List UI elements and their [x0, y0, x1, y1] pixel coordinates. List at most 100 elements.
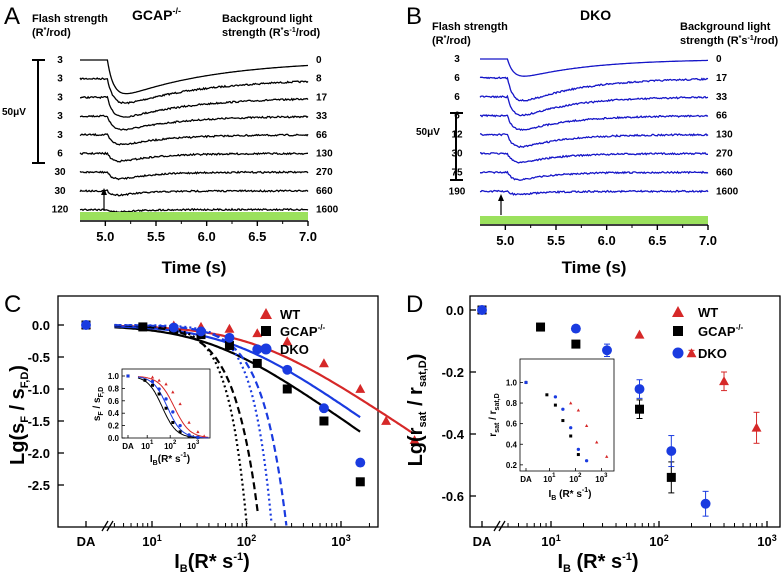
c-x-tick-label-0: DA — [77, 534, 96, 549]
c-inset-point-wt-2 — [157, 378, 161, 382]
x-tick-label-a-4: 7.0 — [299, 229, 317, 244]
legend-c-dko-label: DKO — [280, 342, 309, 357]
flash-label-a-5: 3 — [57, 130, 63, 141]
d-inset-point-gcap-4 — [569, 434, 573, 438]
c-inset-x-tick-label-3: 103 — [187, 440, 200, 451]
d-inset-x-tick-label-0: DA — [520, 475, 532, 484]
c-inset-x-tick-label-1: 101 — [141, 440, 154, 451]
panel-letter-c: C — [4, 291, 21, 318]
legend-c-gcap-marker — [261, 326, 271, 336]
d-point-gcap-2 — [571, 339, 581, 349]
panel-b-xlabel: Time (s) — [562, 258, 627, 277]
d-inset-y-tick-label-4: 0.2 — [506, 461, 518, 470]
c-inset-point-wt-3 — [164, 382, 168, 386]
flash-label-b-3: 6 — [454, 92, 460, 103]
d-inset-y-tick-label-2: 0.6 — [506, 420, 518, 429]
d-inset-point-dko-1 — [553, 395, 558, 399]
x-tick-label-a-2: 6.0 — [198, 229, 216, 244]
c-point-gcap-5 — [252, 358, 262, 368]
c-inset-point-dko-2 — [157, 387, 161, 391]
c-inset-point-dko-1 — [150, 379, 155, 384]
c-y-tick-label-1: -0.5 — [28, 350, 50, 365]
c-point-gcap-7 — [319, 416, 329, 426]
panel-d-plot-frame — [469, 295, 781, 528]
panel-b-bg-header: Background light — [680, 21, 771, 33]
c-point-dko-4 — [252, 344, 263, 355]
bg-label-b-2: 17 — [716, 73, 728, 84]
flash-label-a-7: 30 — [54, 167, 66, 178]
c-inset-point-gcap-4 — [164, 406, 168, 410]
d-point-gcap-1 — [536, 322, 546, 332]
d-y-tick-label-1: -0.2 — [442, 365, 464, 380]
legend-d-dko-label: DKO — [698, 346, 727, 361]
trace-a-2 — [79, 77, 309, 105]
d-inset-point-wt-5 — [605, 454, 609, 458]
bg-label-b-1: 0 — [716, 54, 722, 65]
d-inset-point-wt-4 — [595, 440, 599, 444]
trace-a-9 — [79, 207, 309, 214]
panel-a-traces — [79, 59, 309, 214]
trace-a-3 — [79, 95, 309, 118]
panel-d-legend: WT GCAP-/- DKO — [672, 305, 743, 361]
x-tick-label-b-3: 6.5 — [648, 233, 666, 248]
bg-label-b-7: 660 — [716, 167, 733, 178]
panel-b-flash-unit: (R*/rod) — [432, 35, 471, 47]
panel-c-xlabel: IB(R* s-1) — [174, 551, 250, 575]
panel-b-stimulus-bar — [480, 216, 708, 224]
trace-a-4 — [79, 114, 309, 131]
flash-label-b-1: 3 — [454, 54, 460, 65]
c-point-wt-9 — [409, 435, 420, 445]
d-point-dko-3 — [634, 384, 645, 394]
c-point-dko-1 — [168, 322, 179, 333]
panel-b-flash-header: Flash strength — [432, 21, 508, 33]
bg-label-a-8: 660 — [316, 186, 333, 197]
flash-label-b-5: 12 — [451, 130, 463, 141]
bg-label-a-4: 33 — [316, 111, 328, 122]
legend-c-gcap-label: GCAP-/- — [280, 323, 325, 339]
c-inset-x-tick-label-2: 102 — [164, 440, 177, 451]
c-inset-curve-wt — [137, 376, 209, 438]
c-y-tick-label-5: -2.5 — [28, 478, 50, 493]
c-inset-point-dko-4 — [171, 410, 175, 414]
fit-curve-gcap — [114, 326, 361, 433]
legend-d-gcap-marker — [673, 326, 683, 336]
panel-b-x-axis: 5.0 5.5 6.0 6.5 7.0 — [480, 224, 717, 248]
d-point-dko-5 — [700, 498, 711, 509]
panel-a-x-axis: 5.0 5.5 6.0 6.5 7.0 — [80, 220, 317, 244]
trace-b-8 — [479, 189, 709, 196]
d-inset-point-wt-3 — [584, 424, 589, 427]
c-inset-point-dko-5 — [178, 423, 182, 428]
x-tick-label-a-3: 6.5 — [248, 229, 266, 244]
c-inset-point-wt-5 — [178, 402, 182, 406]
panel-c-inset-ylabel: sF / sF,D — [92, 387, 105, 421]
c-inset-point-dko-0 — [126, 374, 130, 378]
c-x-tick-label-1: 101 — [142, 533, 161, 549]
panel-letter-b: B — [406, 3, 422, 30]
flash-label-a-2: 3 — [57, 74, 63, 85]
panel-c-inset-content: 1.0 0.8 0.6 0.4 0.2 0.0DA 101 102 103 — [108, 372, 209, 451]
d-axis-break-right — [498, 520, 506, 532]
trace-a-1 — [80, 59, 308, 95]
d-point-wt-3 — [719, 376, 729, 386]
flash-label-a-6: 6 — [57, 149, 63, 160]
panel-a-flash-header: Flash strength — [32, 13, 108, 25]
c-inset-point-dko-6 — [187, 433, 191, 437]
d-inset-point-dko-5 — [584, 459, 589, 463]
trace-b-7 — [479, 170, 709, 181]
c-point-gcap-8 — [355, 477, 365, 487]
d-inset-point-wt-1 — [569, 401, 573, 405]
c-point-dko-7 — [355, 457, 366, 468]
flash-label-b-4: 6 — [454, 111, 460, 122]
c-inset-y-tick-label-1: 0.8 — [108, 384, 120, 393]
c-inset-point-dko-7 — [196, 435, 200, 440]
d-inset-point-dko-3 — [569, 426, 573, 430]
c-inset-point-gcap-3 — [157, 392, 161, 396]
d-point-gcap-5 — [666, 472, 676, 482]
c-y-tick-label-4: -2.0 — [28, 446, 50, 461]
flash-label-a-1: 3 — [57, 55, 63, 66]
x-tick-label-a-1: 5.5 — [147, 229, 165, 244]
panel-a-scale-label: 50μV — [2, 107, 26, 118]
c-x-tick-label-2: 102 — [237, 533, 256, 549]
